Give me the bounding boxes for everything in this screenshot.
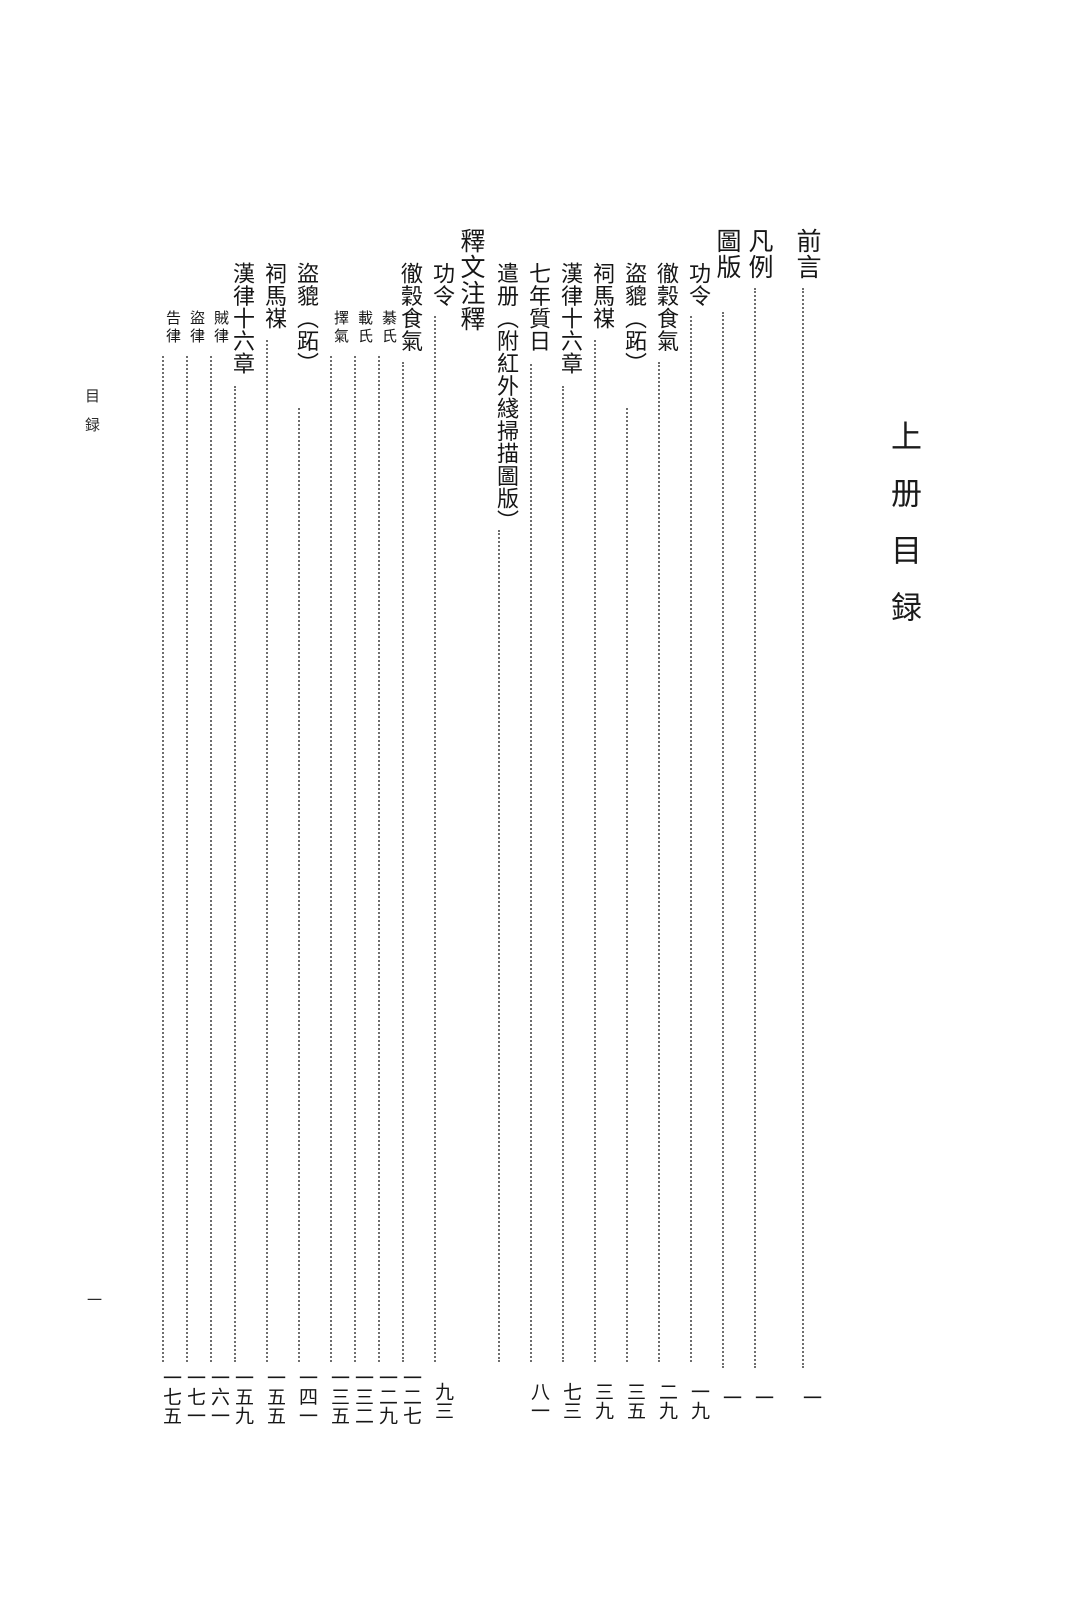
toc-entry[interactable]: 綦氏 一二九 [362,0,398,1599]
toc-page-number: 一七五 [160,1368,182,1425]
toc-entry-label: 盜律 [188,310,206,346]
toc-page-number: 一二九 [376,1368,398,1425]
dot-leader [434,316,436,1362]
toc-entry-label: 功令 [685,262,710,307]
dot-leader [378,356,380,1362]
dot-leader [530,364,532,1362]
dot-leader [210,356,212,1362]
toc-page-number: 一 [800,1388,822,1407]
toc-entry[interactable]: 漢律十六章 一五九 [218,0,254,1599]
toc-entry-label: 功令 [429,262,454,307]
toc-entry[interactable]: 告律 一七五 [146,0,182,1599]
toc-page-number: 七三 [560,1382,582,1420]
folio-number: 一 [85,1292,103,1307]
dot-leader [186,356,188,1362]
toc-entry-label: 祠馬禖 [589,262,614,330]
dot-leader [594,340,596,1362]
toc-entry[interactable]: 擇氣 一三五 [314,0,350,1599]
toc-entry-label: 漢律十六章 [229,262,254,375]
toc-entry-label: 徹穀食氣 [397,262,422,352]
toc-entry[interactable]: 徹穀食氣 一二七 [386,0,422,1599]
toc-page-number: 三五 [624,1382,646,1420]
toc-entry[interactable]: 遣册（附紅外綫掃描圖版） [482,0,518,1599]
toc-entry-label: 漢律十六章 [557,262,582,375]
toc-entry-label: 圖版 [713,228,742,280]
toc-page-number: 八一 [528,1382,550,1420]
toc-entry-label: 祠馬禖 [261,262,286,330]
toc-entry-label: 凡例 [745,228,774,280]
dot-leader [722,312,724,1368]
dot-leader [498,530,500,1362]
dot-leader [354,356,356,1362]
running-head: 目録 [83,388,101,446]
dot-leader [754,288,756,1368]
toc-entry-label: 釋文注釋 [457,228,486,332]
toc-page-number: 一九 [688,1382,710,1420]
dot-leader [802,288,804,1368]
toc-page-number: 三九 [592,1382,614,1420]
toc-entry[interactable]: 漢律十六章 七三 [546,0,582,1599]
toc-entry[interactable]: 前言一 [786,0,822,1599]
toc-entry-label: 擇氣 [332,310,350,346]
toc-page-number: 一 [752,1388,774,1407]
toc-page-number: 二九 [656,1382,678,1420]
dot-leader [234,386,236,1362]
toc-entry-label: 盜貔（跖） [621,262,646,375]
toc-entry[interactable]: 釋文注釋 [450,0,486,1599]
toc-entry[interactable]: 功令 九三 [418,0,454,1599]
toc-page-number: 一二七 [400,1368,422,1425]
dot-leader [690,316,692,1362]
toc-entry-label: 遣册（附紅外綫掃描圖版） [493,262,518,532]
toc-entry[interactable]: 圖版一 [706,0,742,1599]
toc-entry[interactable]: 盜貔（跖） 一四一 [282,0,318,1599]
dot-leader [626,408,628,1362]
toc-entry-label: 載氏 [356,310,374,346]
page-title: 上册目録 [885,420,921,648]
toc-page-number: 一七一 [184,1368,206,1425]
toc-entry-label: 盜貔（跖） [293,262,318,375]
toc-entry[interactable]: 盜律 一七一 [170,0,206,1599]
toc-page-number: 一 [720,1388,742,1407]
toc-entry-label: 賊律 [212,310,230,346]
toc-page-number: 一五五 [264,1368,286,1425]
dot-leader [658,362,660,1362]
toc-entry[interactable]: 賊律 一六一 [194,0,230,1599]
dot-leader [402,362,404,1362]
dot-leader [298,408,300,1362]
toc-entry[interactable]: 凡例一 [738,0,774,1599]
dot-leader [266,340,268,1362]
toc-page-number: 九三 [432,1382,454,1420]
toc-entry[interactable]: 七年質日 八一 [514,0,550,1599]
toc-entry[interactable]: 功令 一九 [674,0,710,1599]
toc-entry[interactable]: 祠馬禖 三九 [578,0,614,1599]
toc-entry-label: 七年質日 [525,262,550,352]
toc-entry[interactable]: 盜貔（跖） 三五 [610,0,646,1599]
toc-page-number: 一五九 [232,1368,254,1425]
toc-page-number: 一六一 [208,1368,230,1425]
toc-entry-label: 綦氏 [380,310,398,346]
toc-entry[interactable]: 祠馬禖 一五五 [250,0,286,1599]
toc-entry-label: 前言 [793,228,822,280]
dot-leader [162,356,164,1362]
dot-leader [562,386,564,1362]
dot-leader [330,356,332,1362]
toc-entry[interactable]: 徹穀食氣 二九 [642,0,678,1599]
toc-page-number: 一三五 [328,1368,350,1425]
toc-page-number: 一四一 [296,1368,318,1425]
toc-entry[interactable]: 載氏 一三二 [338,0,374,1599]
toc-page-number: 一三二 [352,1368,374,1425]
toc-entry-label: 告律 [164,310,182,346]
toc-entry-label: 徹穀食氣 [653,262,678,352]
